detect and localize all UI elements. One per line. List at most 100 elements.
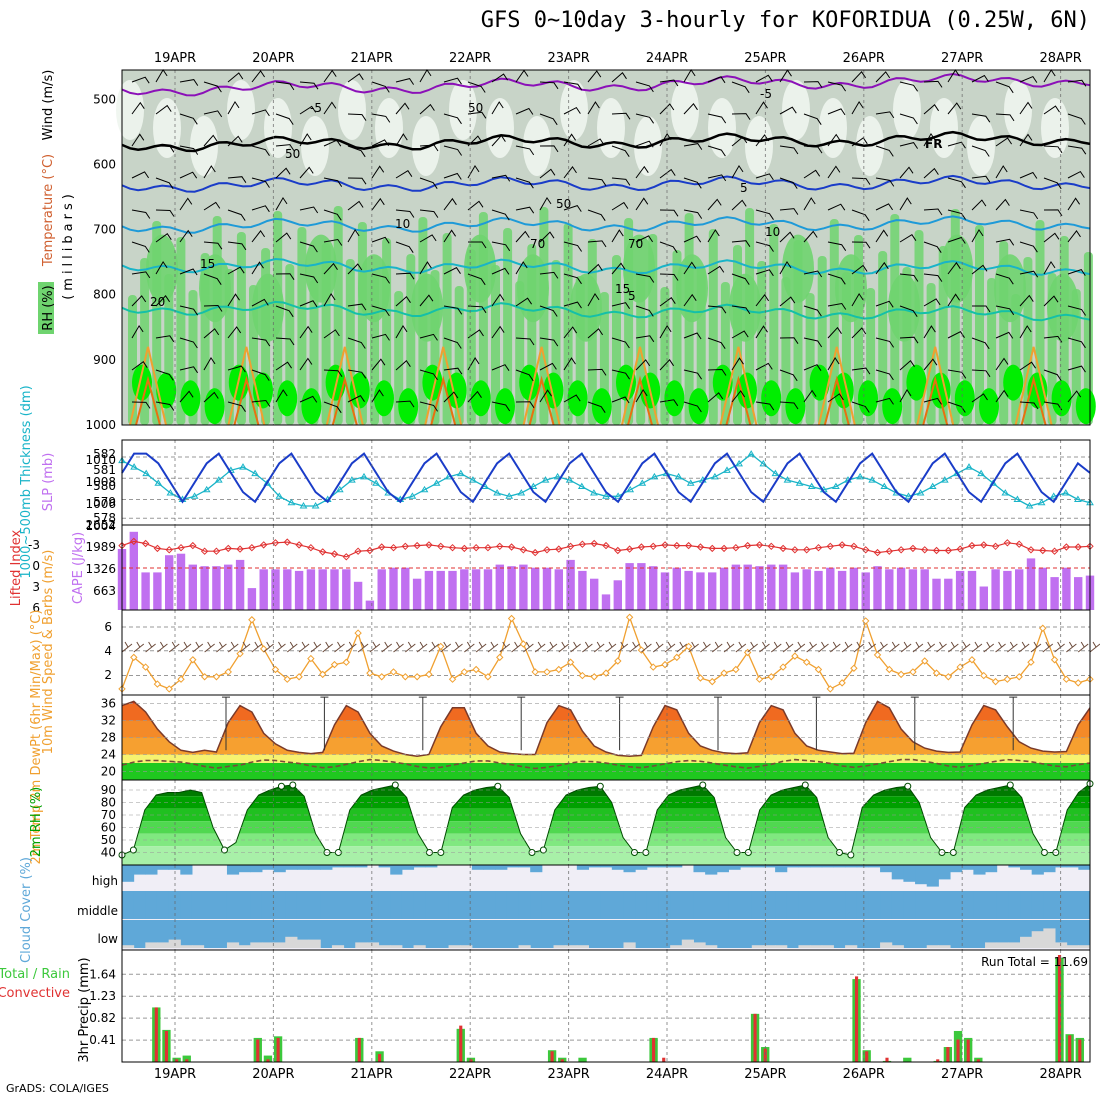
cape-bar bbox=[365, 600, 375, 610]
bottom-date-label: 27APR bbox=[941, 1067, 983, 1082]
middle-cloud-bar bbox=[786, 891, 799, 919]
wind-barb bbox=[803, 230, 818, 243]
wind-barb bbox=[995, 389, 1009, 403]
wind-barb bbox=[419, 369, 438, 381]
precip-convective-bar bbox=[1068, 1035, 1072, 1062]
surface-isotherm bbox=[621, 346, 659, 426]
wind-barb bbox=[155, 145, 175, 153]
chart-title: GFS 0~10day 3-hourly for KOFORIDUA (0.25… bbox=[480, 8, 1090, 33]
wind-barb bbox=[731, 305, 751, 315]
rh-point bbox=[904, 782, 912, 790]
surface-wind-barb bbox=[948, 641, 959, 653]
middle-cloud-bar bbox=[168, 891, 181, 919]
wind-barb bbox=[707, 368, 727, 376]
rh-mid-blob bbox=[1047, 273, 1079, 342]
temp-tick-label: 24 bbox=[101, 748, 116, 762]
cape-bar bbox=[590, 578, 599, 610]
wind-barb bbox=[635, 305, 654, 317]
wind-barb bbox=[275, 232, 292, 243]
contour-label: 20 bbox=[150, 295, 165, 309]
lifted-index-point bbox=[259, 541, 268, 549]
high-cloud-bar bbox=[320, 865, 333, 870]
wind-barb bbox=[203, 273, 222, 285]
wind-speed-point bbox=[189, 656, 197, 664]
precip-convective-bar bbox=[185, 1059, 189, 1062]
wind-speed-point bbox=[743, 648, 752, 657]
high-cloud-bar bbox=[705, 865, 718, 875]
thickness-point bbox=[335, 485, 344, 493]
middle-cloud-bar bbox=[1008, 891, 1021, 919]
top-date-label: 23APR bbox=[547, 51, 589, 66]
middle-cloud-bar bbox=[915, 891, 928, 919]
middle-cloud-bar bbox=[425, 891, 438, 919]
wind-barb bbox=[347, 73, 364, 83]
wind-barb bbox=[1067, 305, 1087, 316]
wind-speed-point bbox=[968, 656, 976, 664]
surface-wind-barb bbox=[546, 641, 558, 653]
wind-speed-point bbox=[318, 670, 327, 679]
wind-barb bbox=[731, 81, 750, 94]
contour-label: 70 bbox=[530, 237, 545, 251]
wind-speed-point bbox=[980, 671, 988, 680]
wind-barb bbox=[587, 138, 605, 147]
wind-barb bbox=[467, 305, 487, 314]
surface-isotherm bbox=[817, 346, 856, 426]
bottom-date-label: 19APR bbox=[154, 1067, 196, 1082]
contour-label: 50 bbox=[556, 197, 571, 211]
wind-barb bbox=[659, 168, 676, 179]
wind-barb bbox=[1067, 365, 1086, 373]
wind-barb bbox=[875, 71, 891, 83]
middle-cloud-bar bbox=[448, 891, 461, 919]
lifted-index-point bbox=[861, 546, 870, 554]
contour-label: 5 bbox=[740, 181, 748, 195]
wind-barb bbox=[803, 389, 817, 403]
rh-point bbox=[129, 846, 137, 854]
thickness-point bbox=[1074, 495, 1082, 503]
wind-speed-point bbox=[625, 613, 634, 621]
wind-barb bbox=[779, 231, 795, 243]
wind-speed-point bbox=[425, 670, 433, 679]
rh-bright-blob bbox=[591, 388, 612, 425]
wind-barb bbox=[419, 234, 437, 243]
precip-convective-bar bbox=[976, 1059, 980, 1062]
high-cloud-bar bbox=[763, 865, 776, 868]
wind-barb bbox=[275, 81, 295, 91]
high-cloud-bar bbox=[355, 865, 368, 868]
wind-barb bbox=[203, 356, 216, 371]
wind-barb bbox=[299, 81, 319, 90]
wind-barb bbox=[827, 165, 841, 179]
middle-cloud-bar bbox=[366, 891, 380, 919]
precip-convective-bar bbox=[946, 1047, 950, 1062]
rh-green-column bbox=[128, 295, 137, 425]
lifted-index-point bbox=[720, 544, 728, 553]
cape-bar bbox=[767, 564, 776, 610]
wind-barb bbox=[179, 171, 198, 179]
thickness-point bbox=[916, 489, 925, 496]
wind-speed-point bbox=[578, 671, 587, 680]
minmax-whisker bbox=[418, 696, 427, 751]
lifted-index-point bbox=[1027, 546, 1035, 554]
wind-barb bbox=[659, 209, 679, 217]
lifted-index-point bbox=[200, 547, 209, 555]
cape-bar bbox=[1003, 570, 1012, 610]
precip-convective-bar bbox=[378, 1053, 382, 1062]
thickness-tick-label: 578 bbox=[93, 511, 116, 525]
thickness-point bbox=[299, 502, 308, 509]
surface-wind-barb bbox=[523, 641, 534, 653]
surface-wind-barb bbox=[1030, 641, 1042, 653]
cape-bar bbox=[542, 567, 552, 610]
contour-label: FR bbox=[925, 137, 942, 151]
low-cloud-bar bbox=[891, 945, 904, 948]
middle-cloud-bar bbox=[180, 891, 193, 919]
wind-barb bbox=[323, 238, 343, 246]
wind-barb bbox=[971, 228, 984, 243]
wind-barb bbox=[971, 264, 988, 275]
wind-barb bbox=[179, 268, 198, 276]
low-cloud-bar bbox=[810, 945, 823, 948]
high-cloud-bar bbox=[506, 865, 520, 868]
thickness-point bbox=[650, 472, 659, 480]
high-cloud-bar bbox=[425, 865, 438, 868]
lifted-index-point bbox=[507, 543, 516, 551]
precip-convective-bar bbox=[662, 1057, 666, 1062]
contour-label: 15 bbox=[615, 282, 630, 296]
